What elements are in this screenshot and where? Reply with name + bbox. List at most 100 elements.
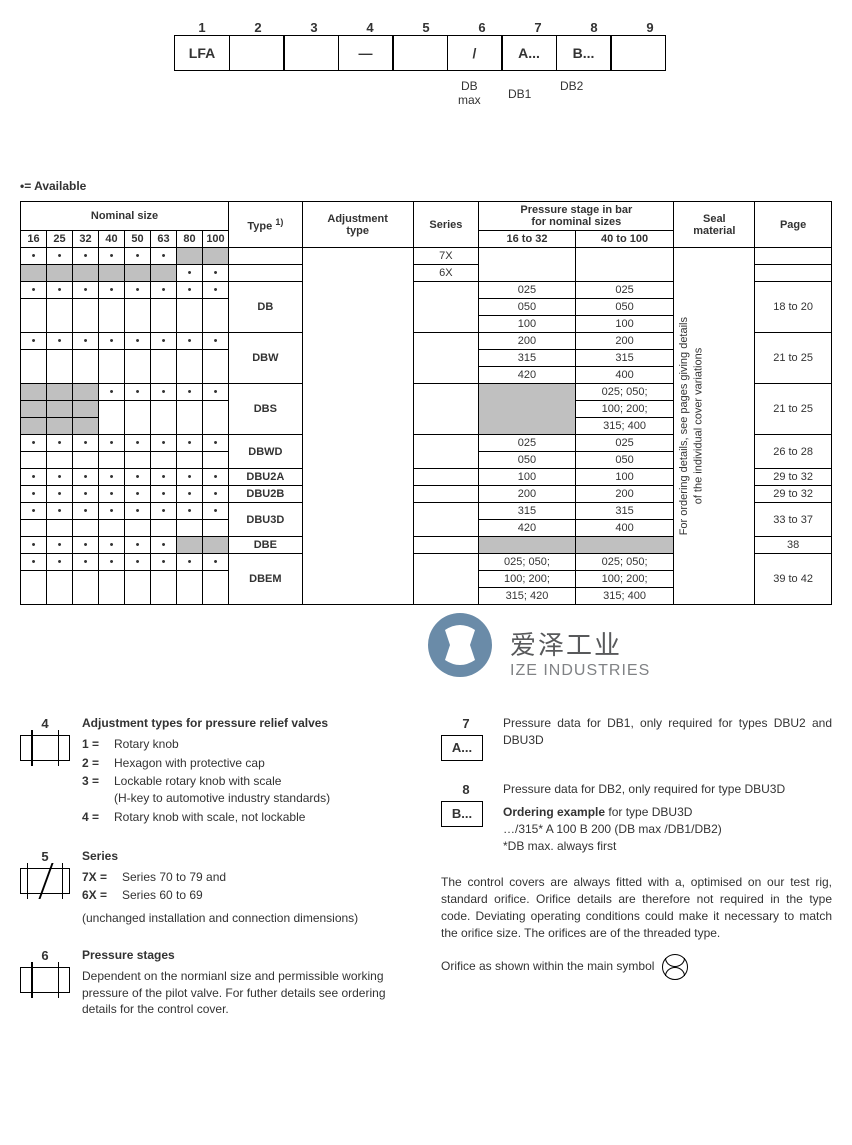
code-box [610, 35, 666, 71]
pos-num: 7 [510, 20, 566, 35]
page-cell: 21 to 25 [755, 384, 832, 435]
page-cell: 39 to 42 [755, 554, 832, 605]
code-box-row: LFA — / A... B... [174, 35, 678, 71]
available-legend: •= Available [20, 179, 832, 193]
logo-text: 爱泽工业 IZE INDUSTRIES [510, 625, 650, 680]
symbol-a-box: A... [441, 735, 483, 761]
th-page: Page [755, 202, 832, 248]
code-box: LFA [174, 35, 230, 71]
db2-label: DB2 [560, 79, 583, 93]
type-cell: DBU3D [229, 503, 303, 537]
section-5: 5 Series 7X =Series 70 to 79 and6X =Seri… [20, 848, 411, 927]
series-6x: 6X [413, 265, 479, 282]
th-size: 63 [151, 231, 177, 248]
th-type: Type 1) [229, 202, 303, 248]
code-box: — [338, 35, 394, 71]
logo-en: IZE INDUSTRIES [510, 662, 650, 680]
type-cell: DBWD [229, 435, 303, 469]
type-cell: DBU2A [229, 469, 303, 486]
th-size: 40 [99, 231, 125, 248]
ordering-code-header: 1 2 3 4 5 6 7 8 9 LFA — / A... B... [20, 20, 832, 71]
code-box: B... [556, 35, 612, 71]
th-size: 32 [73, 231, 99, 248]
type-cell: DBU2B [229, 486, 303, 503]
logo-cn: 爱泽工业 [510, 625, 650, 662]
db-max-label: DB max [458, 79, 481, 107]
definition-row: 2 =Hexagon with protective cap [82, 755, 330, 772]
th-pressure-sub: 40 to 100 [575, 231, 674, 248]
definition-row: 4 =Rotary knob with scale, not lockable [82, 809, 330, 826]
watermark-logo: 爱泽工业 IZE INDUSTRIES [20, 615, 832, 695]
control-cover-note: The control covers are always fitted wit… [441, 874, 832, 941]
page-cell: 18 to 20 [755, 282, 832, 333]
th-pressure-sub: 16 to 32 [479, 231, 575, 248]
seal-material-text: For ordering details, see pages giving d… [677, 317, 706, 535]
pos-num: 4 [342, 20, 398, 35]
symbol-series-icon [20, 868, 70, 894]
symbol-5: 5 [20, 848, 70, 927]
type-cell: DBE [229, 537, 303, 554]
symbol-6: 6 [20, 947, 70, 1018]
symbol-8: 8 B... [441, 781, 491, 854]
th-size: 50 [125, 231, 151, 248]
page-cell: 29 to 32 [755, 469, 832, 486]
logo-icon [420, 605, 500, 688]
th-size: 25 [47, 231, 73, 248]
th-series: Series [413, 202, 479, 248]
orifice-symbol-icon [662, 954, 688, 980]
section-7-text: Pressure data for DB1, only required for… [503, 715, 832, 761]
definition-row: 7X =Series 70 to 79 and [82, 869, 358, 886]
page-cell: 33 to 37 [755, 503, 832, 537]
symbol-b-box: B... [441, 801, 483, 827]
table-body: 7X For ordering details, see pages giving… [21, 248, 832, 605]
selection-table: Nominal size Type 1) Adjustment type Ser… [20, 201, 832, 605]
code-sub-labels: DB max DB1 DB2 [20, 79, 832, 119]
pos-num: 2 [230, 20, 286, 35]
pos-num: 5 [398, 20, 454, 35]
code-box [392, 35, 448, 71]
definition-row: 3 =Lockable rotary knob with scale (H-ke… [82, 773, 330, 807]
th-nominal-size: Nominal size [21, 202, 229, 231]
symbol-7: 7 A... [441, 715, 491, 761]
code-box: / [447, 35, 503, 71]
section-7: 7 A... Pressure data for DB1, only requi… [441, 715, 832, 761]
section-6-text: Pressure stages Dependent on the normian… [82, 947, 411, 1018]
symbol-rect-icon [20, 735, 70, 761]
th-size: 16 [21, 231, 47, 248]
symbol-rect-icon [20, 967, 70, 993]
type-cell: DBW [229, 333, 303, 384]
pos-num: 9 [622, 20, 678, 35]
th-seal: Seal material [674, 202, 755, 248]
definition-row: 6X =Series 60 to 69 [82, 887, 358, 904]
pos-num: 1 [174, 20, 230, 35]
th-size: 100 [203, 231, 229, 248]
page-cell: 26 to 28 [755, 435, 832, 469]
type-cell: DBS [229, 384, 303, 435]
code-position-numbers: 1 2 3 4 5 6 7 8 9 [174, 20, 678, 35]
page-cell: 38 [755, 537, 832, 554]
series-7x: 7X [413, 248, 479, 265]
section-4: 4 Adjustment types for pressure relief v… [20, 715, 411, 828]
th-adjustment: Adjustment type [302, 202, 413, 248]
pos-num: 3 [286, 20, 342, 35]
code-box: A... [501, 35, 557, 71]
pos-num: 6 [454, 20, 510, 35]
type-cell: DB [229, 282, 303, 333]
definition-row: 1 =Rotary knob [82, 736, 330, 753]
section-8-text: Pressure data for DB2, only required for… [503, 781, 785, 854]
th-pressure: Pressure stage in bar for nominal sizes [479, 202, 674, 231]
code-box [283, 35, 339, 71]
pos-num: 8 [566, 20, 622, 35]
section-5-text: Series 7X =Series 70 to 79 and6X =Series… [82, 848, 358, 927]
code-box [229, 35, 285, 71]
th-size: 80 [177, 231, 203, 248]
footer-right-col: 7 A... Pressure data for DB1, only requi… [441, 715, 832, 1038]
section-6: 6 Pressure stages Dependent on the normi… [20, 947, 411, 1018]
connector-lines [20, 119, 832, 179]
section-8: 8 B... Pressure data for DB2, only requi… [441, 781, 832, 854]
symbol-4: 4 [20, 715, 70, 828]
db1-label: DB1 [508, 87, 531, 101]
section-4-text: Adjustment types for pressure relief val… [82, 715, 330, 828]
page-cell: 29 to 32 [755, 486, 832, 503]
page-cell: 21 to 25 [755, 333, 832, 384]
